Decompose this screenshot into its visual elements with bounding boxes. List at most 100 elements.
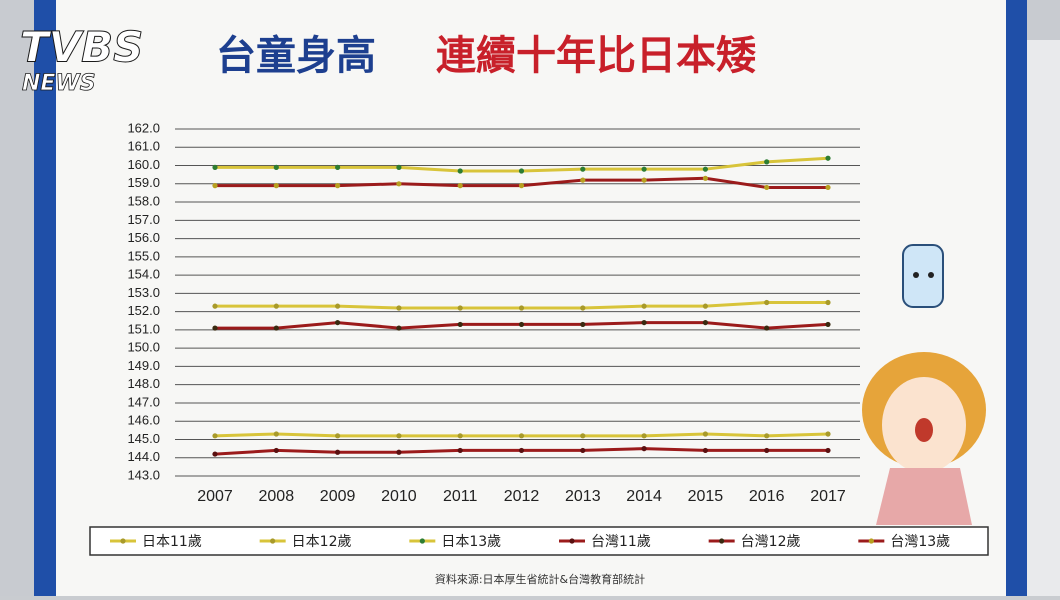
point: [335, 449, 341, 455]
point: [457, 168, 463, 174]
point: [641, 177, 647, 183]
mascot: [902, 244, 944, 308]
x-tick-label: 2009: [320, 488, 356, 505]
board-frame-right: [1003, 0, 1027, 596]
point: [335, 164, 341, 170]
point: [825, 321, 831, 328]
point: [273, 164, 279, 170]
point: [641, 303, 647, 309]
point: [273, 431, 279, 437]
x-tick-label: 2012: [504, 488, 540, 505]
legend-marker: [120, 538, 126, 544]
point: [273, 447, 279, 454]
y-tick-label: 157.0: [127, 212, 160, 227]
point: [518, 168, 525, 174]
x-tick-label: 2016: [749, 488, 785, 505]
y-tick-label: 161.0: [127, 139, 160, 154]
point: [457, 183, 463, 189]
y-tick-label: 160.0: [127, 157, 160, 172]
point: [764, 299, 770, 306]
point: [335, 319, 341, 326]
y-tick-label: 156.0: [127, 230, 160, 245]
board: [56, 0, 1006, 596]
y-tick-label: 159.0: [127, 175, 160, 190]
point: [580, 447, 586, 454]
legend-label: 台灣12歲: [741, 534, 801, 550]
x-tick-label: 2011: [443, 488, 478, 505]
point: [702, 175, 709, 181]
point: [825, 431, 831, 437]
point: [764, 325, 770, 331]
point: [580, 433, 586, 439]
legend-box: [89, 526, 989, 556]
legend-label: 日本11歲: [142, 534, 202, 550]
legend-label: 日本13歲: [441, 534, 501, 550]
point: [641, 166, 647, 172]
point: [518, 183, 525, 189]
point: [273, 183, 279, 189]
legend-marker: [719, 538, 725, 544]
point: [641, 446, 647, 452]
point: [396, 449, 402, 455]
legend-marker: [270, 538, 276, 544]
y-tick-label: 158.0: [127, 193, 160, 208]
legend-marker: [569, 538, 575, 544]
point: [580, 166, 586, 172]
y-tick-label: 144.0: [127, 449, 160, 464]
point: [273, 325, 279, 331]
point: [335, 183, 341, 189]
source-note: 資料來源:日本厚生省統計&台灣教育部統計: [435, 572, 645, 586]
point: [396, 325, 402, 331]
point: [396, 305, 402, 311]
point: [702, 431, 709, 437]
x-tick-label: 2008: [259, 488, 295, 505]
side-board: [1025, 40, 1060, 596]
point: [702, 319, 709, 326]
x-tick-label: 2014: [626, 488, 662, 505]
y-tick-label: 149.0: [127, 358, 160, 373]
point: [518, 321, 525, 328]
point: [273, 303, 279, 309]
x-tick-label: 2013: [565, 488, 601, 505]
girl-illustration: [862, 352, 986, 525]
point: [457, 305, 463, 311]
point: [825, 155, 831, 161]
y-tick-label: 148.0: [127, 376, 160, 391]
y-tick-label: 147.0: [127, 394, 160, 409]
point: [457, 447, 463, 454]
y-tick-label: 146.0: [127, 413, 160, 428]
legend-marker: [868, 538, 874, 544]
logo: TVBS: [20, 23, 143, 72]
point: [825, 447, 831, 454]
point: [764, 433, 770, 439]
point: [825, 299, 831, 306]
y-tick-label: 151.0: [127, 321, 160, 336]
legend-marker: [419, 538, 425, 544]
x-tick-label: 2010: [381, 488, 417, 505]
point: [825, 184, 831, 191]
y-tick-label: 155.0: [127, 248, 160, 263]
legend-label: 台灣13歲: [890, 534, 950, 550]
point: [212, 433, 218, 439]
point: [641, 433, 647, 439]
point: [518, 305, 525, 311]
title-rest: 連續十年比日本矮: [436, 33, 756, 79]
point: [212, 325, 218, 331]
point: [641, 319, 647, 326]
point: [518, 447, 525, 454]
point: [396, 433, 402, 439]
point: [702, 166, 709, 172]
point: [335, 303, 341, 309]
point: [580, 177, 586, 183]
point: [212, 303, 218, 309]
point: [335, 433, 341, 439]
point: [702, 447, 709, 454]
y-tick-label: 153.0: [127, 285, 160, 300]
title-lead: 台童身高: [216, 33, 376, 79]
point: [702, 303, 709, 309]
point: [764, 184, 770, 191]
point: [580, 321, 586, 328]
x-tick-label: 2017: [810, 488, 846, 505]
